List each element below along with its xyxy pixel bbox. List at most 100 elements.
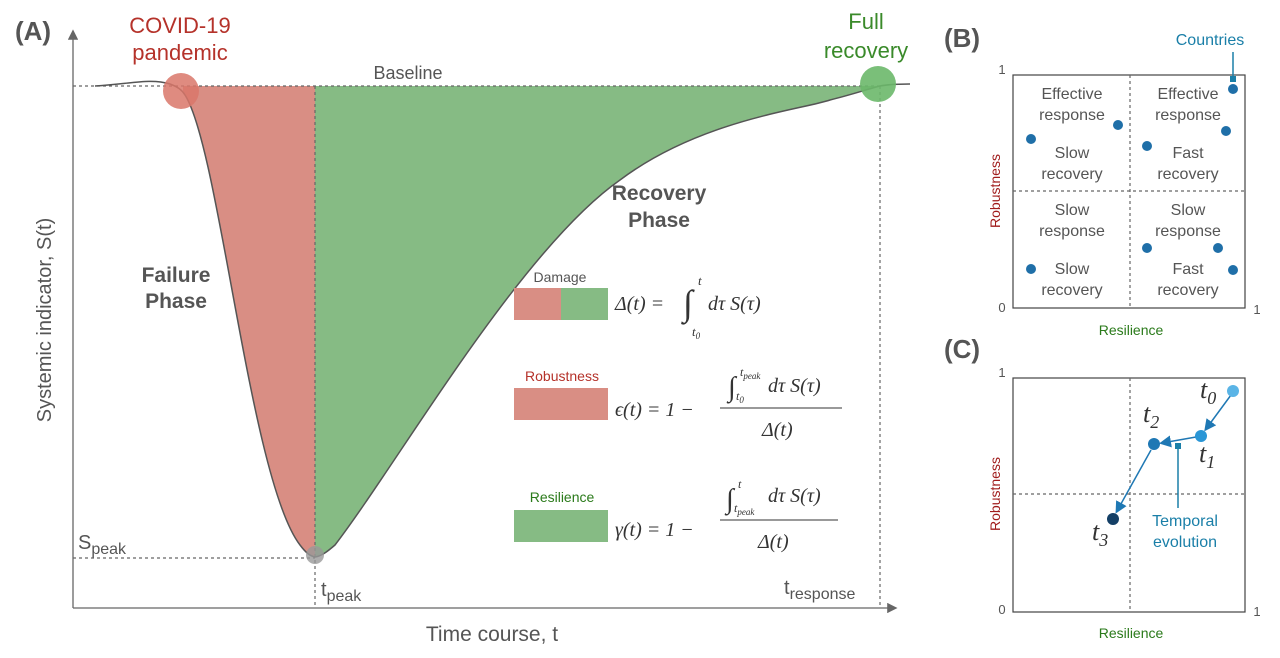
tick-label: 0 (998, 602, 1005, 617)
main: t (321, 579, 327, 601)
state-label: t3 (1092, 517, 1108, 550)
sub: peak (327, 588, 363, 605)
main: t (1143, 399, 1151, 428)
panel-label: (A) (15, 16, 51, 46)
phase-label: Failure (142, 264, 211, 287)
peak-marker (306, 546, 324, 564)
main: t (736, 389, 740, 403)
sub: 1 (1206, 452, 1215, 472)
main: t (1092, 517, 1100, 546)
formula: ∫ (724, 484, 736, 516)
formula: tpeak (734, 501, 755, 517)
plot-box (1012, 377, 1246, 613)
phase-label: Phase (628, 209, 690, 232)
main: t (784, 577, 790, 599)
panel-label: (C) (944, 334, 980, 364)
quadrant-label: Effective (1041, 86, 1102, 103)
formula: t0 (692, 324, 701, 341)
t-response-label: tresponse (784, 577, 855, 603)
formula: ∫ (681, 283, 695, 325)
state (1148, 438, 1160, 450)
formula: dτ S(τ) (768, 375, 821, 397)
main: t (734, 501, 738, 515)
x-axis-title: Time course, t (426, 623, 558, 646)
sub: peak (736, 507, 755, 517)
country (1221, 126, 1231, 136)
swatch (514, 510, 608, 542)
quadrant-label: Slow (1055, 202, 1090, 219)
trajectory (1159, 435, 1197, 448)
quadrant-label: Slow (1171, 202, 1206, 219)
pointer-end (1175, 443, 1181, 449)
tick-label: 1 (1253, 302, 1260, 317)
quadrant-label: response (1155, 107, 1221, 124)
quadrant-label: response (1155, 223, 1221, 240)
quadrant-label: response (1039, 107, 1105, 124)
sub: 0 (739, 395, 744, 405)
swatch (561, 288, 608, 320)
state-label: t2 (1143, 399, 1159, 432)
legend-label: Resilience (530, 489, 595, 505)
quadrant-label: Fast (1172, 261, 1204, 278)
annotation: Temporal (1152, 513, 1218, 530)
state-label: t0 (1200, 375, 1216, 408)
sub: response (790, 586, 856, 603)
country (1213, 243, 1223, 253)
y-axis-title: Systemic indicator, S(t) (34, 218, 56, 423)
formula: t (738, 477, 742, 491)
sub: 0 (1207, 388, 1216, 408)
formula: t0 (736, 389, 744, 405)
main: t (740, 365, 744, 379)
country (1228, 84, 1238, 94)
quadrants: Effective response Slow recovery Effective re… (1039, 86, 1221, 299)
sub: peak (742, 371, 761, 381)
quadrant-label: recovery (1041, 282, 1102, 299)
main: S (78, 532, 91, 554)
sub: peak (91, 541, 127, 558)
formula: ∫ (726, 372, 738, 404)
tick-label: 0 (998, 300, 1005, 315)
formula: tpeak (740, 365, 761, 381)
recovery-area (315, 86, 880, 557)
formula: ϵ(t) = 1 − (615, 399, 694, 421)
sub: 0 (696, 331, 701, 341)
formula: Δ(t) (757, 531, 789, 553)
pointer-end (1230, 76, 1236, 82)
recovery-label: recovery (824, 38, 908, 63)
quadrant-label: Slow (1055, 261, 1090, 278)
country-dots (1026, 84, 1238, 275)
state (1195, 430, 1207, 442)
quadrant-label: recovery (1157, 282, 1218, 299)
quadrant-label: recovery (1157, 166, 1218, 183)
tick-label: 1 (1253, 604, 1260, 619)
main: t (692, 324, 696, 339)
trajectory (1115, 449, 1152, 514)
formula: γ(t) = 1 − (615, 519, 694, 541)
sub: 3 (1098, 530, 1108, 550)
tick-label: 1 (998, 365, 1005, 380)
main: t (1200, 375, 1208, 404)
main: t (1199, 439, 1207, 468)
event-label: pandemic (132, 40, 227, 65)
swatch (514, 288, 561, 320)
phase-label: Phase (145, 290, 207, 313)
legend-label: Damage (534, 269, 587, 285)
formula: Δ(t) = (614, 293, 664, 315)
country (1142, 243, 1152, 253)
quadrant-label: recovery (1041, 166, 1102, 183)
event-label: COVID-19 (129, 13, 230, 38)
y-axis-title: Robustness (987, 154, 1003, 228)
s-peak-label: Speak (78, 532, 127, 558)
panel-label: (B) (944, 23, 980, 53)
state-label: t1 (1199, 439, 1215, 472)
x-axis-title: Resilience (1099, 625, 1164, 641)
formula: dτ S(τ) (708, 293, 761, 315)
t-peak-label: tpeak (321, 579, 362, 605)
country (1113, 120, 1123, 130)
baseline-label: Baseline (373, 63, 442, 83)
country (1228, 265, 1238, 275)
x-axis-title: Resilience (1099, 322, 1164, 338)
sub: 2 (1150, 412, 1159, 432)
legend-label: Robustness (525, 368, 599, 384)
